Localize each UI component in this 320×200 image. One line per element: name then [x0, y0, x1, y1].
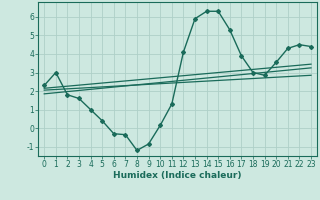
X-axis label: Humidex (Indice chaleur): Humidex (Indice chaleur) [113, 171, 242, 180]
